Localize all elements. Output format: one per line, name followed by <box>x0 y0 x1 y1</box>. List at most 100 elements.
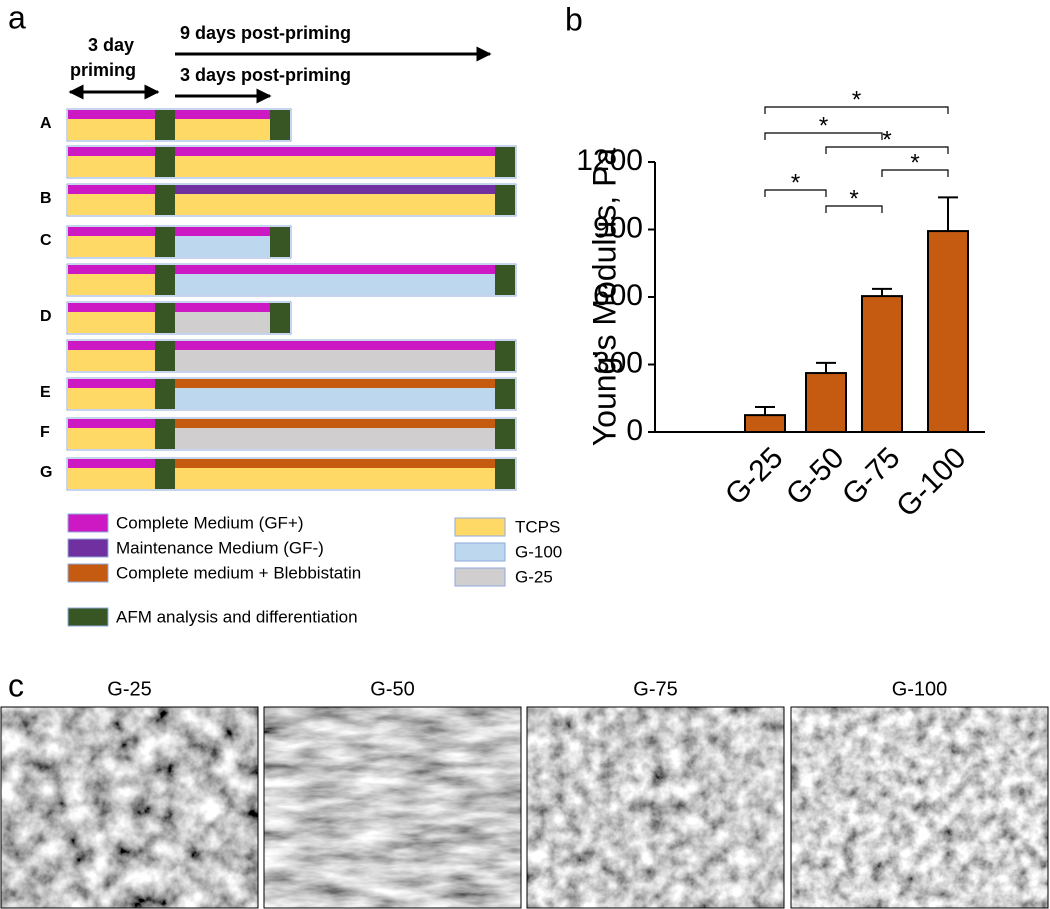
legend-swatch <box>67 538 109 558</box>
image-border <box>263 706 522 909</box>
timeline-row <box>66 225 292 259</box>
afm-block <box>495 419 515 449</box>
image-title: G-100 <box>892 678 948 700</box>
priming-medium <box>68 419 155 428</box>
row-label: A <box>40 115 52 132</box>
image-border <box>0 706 259 909</box>
priming-substrate <box>68 428 155 449</box>
afm-block <box>155 303 175 333</box>
legend-label: TCPS <box>515 517 560 536</box>
bar <box>861 295 903 433</box>
post-substrate <box>175 350 495 371</box>
timeline-row <box>66 457 517 491</box>
afm-block <box>155 379 175 409</box>
y-tick-label: 600 <box>593 279 643 312</box>
legend-label: Complete Medium (GF+) <box>116 513 304 532</box>
row-label: E <box>40 384 51 401</box>
priming-substrate <box>68 350 155 371</box>
x-tick-label: G-100 <box>890 441 972 523</box>
priming-medium <box>68 265 155 274</box>
bar <box>805 372 847 433</box>
post-substrate <box>175 428 495 449</box>
image-title: G-50 <box>370 678 414 700</box>
arrow-label: 3 days post-priming <box>180 65 351 85</box>
legend-swatch <box>67 513 109 533</box>
post-substrate <box>175 468 495 489</box>
panel-label: a <box>8 0 26 35</box>
significance-label: * <box>882 126 891 153</box>
significance-bracket <box>764 132 883 140</box>
legend-swatch <box>454 517 506 537</box>
significance-bracket <box>881 169 949 177</box>
afm-block <box>495 341 515 371</box>
arrow-label: priming <box>70 60 136 80</box>
afm-block <box>155 147 175 177</box>
afm-block <box>495 185 515 215</box>
legend-label: Maintenance Medium (GF-) <box>116 538 324 557</box>
afm-block <box>495 147 515 177</box>
priming-substrate <box>68 236 155 257</box>
post-medium <box>175 459 495 468</box>
post-substrate <box>175 274 495 295</box>
significance-bracket <box>825 205 883 213</box>
bar <box>927 230 969 433</box>
post-medium <box>175 110 270 119</box>
post-substrate <box>175 388 495 409</box>
timeline-row <box>66 377 517 411</box>
priming-substrate <box>68 119 155 140</box>
significance-label: * <box>819 112 828 139</box>
afm-block <box>155 419 175 449</box>
priming-substrate <box>68 156 155 177</box>
timeline-row <box>66 301 292 335</box>
significance-bracket <box>764 189 827 197</box>
afm-block <box>155 265 175 295</box>
post-medium <box>175 265 495 274</box>
significance-bracket <box>825 146 949 154</box>
sem-image <box>791 707 1048 908</box>
timeline-row <box>66 145 517 179</box>
post-substrate <box>175 236 270 257</box>
y-tick-label: 900 <box>593 211 643 244</box>
significance-label: * <box>791 169 800 196</box>
x-tick-label: G-25 <box>719 441 790 512</box>
significance-bracket <box>764 106 949 114</box>
sem-image <box>264 707 521 908</box>
priming-substrate <box>68 312 155 333</box>
y-tick-label: 1200 <box>576 144 643 177</box>
afm-block <box>270 110 290 140</box>
afm-block <box>270 303 290 333</box>
y-axis-label: Young's Modulus, Pa <box>586 148 622 447</box>
legend-swatch <box>67 563 109 583</box>
sem-image <box>1 707 258 908</box>
legend-swatch <box>454 567 506 587</box>
post-substrate <box>175 312 270 333</box>
significance-label: * <box>910 149 919 176</box>
afm-block <box>495 459 515 489</box>
timeline-row <box>66 183 517 217</box>
priming-substrate <box>68 468 155 489</box>
priming-medium <box>68 379 155 388</box>
post-medium <box>175 185 495 194</box>
priming-substrate <box>68 388 155 409</box>
row-label: D <box>40 308 52 325</box>
post-substrate <box>175 194 495 215</box>
row-label: B <box>40 190 52 207</box>
legend-label: G-100 <box>515 542 562 561</box>
legend-label: G-25 <box>515 567 553 586</box>
afm-block <box>155 341 175 371</box>
post-substrate <box>175 156 495 177</box>
image-title: G-75 <box>633 678 677 700</box>
sem-image <box>527 707 784 908</box>
legend-label: AFM analysis and differentiation <box>116 607 358 626</box>
legend-swatch <box>454 542 506 562</box>
x-tick-label: G-50 <box>780 441 851 512</box>
arrow-label: 9 days post-priming <box>180 23 351 43</box>
priming-medium <box>68 341 155 350</box>
priming-medium <box>68 227 155 236</box>
image-title: G-25 <box>107 678 151 700</box>
priming-substrate <box>68 194 155 215</box>
bar <box>744 414 786 433</box>
afm-block <box>155 185 175 215</box>
post-medium <box>175 379 495 388</box>
